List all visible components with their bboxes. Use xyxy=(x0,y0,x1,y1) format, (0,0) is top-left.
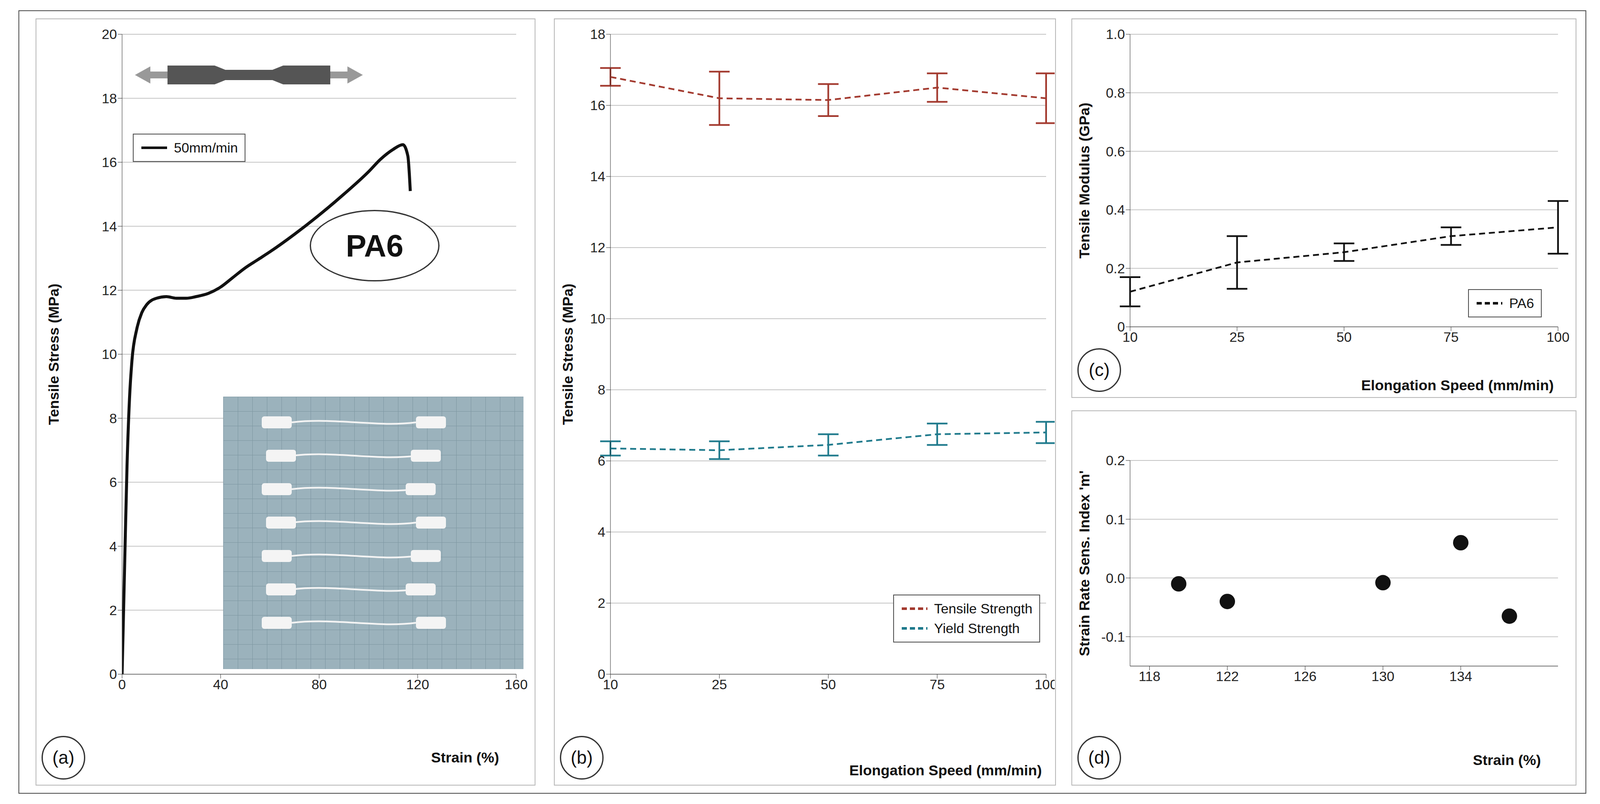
svg-text:12: 12 xyxy=(101,282,117,299)
svg-text:0.6: 0.6 xyxy=(1106,143,1125,160)
svg-text:12: 12 xyxy=(589,239,606,256)
svg-text:10: 10 xyxy=(101,346,117,362)
html-text:(c): (c) xyxy=(1088,359,1110,380)
svg-text:16: 16 xyxy=(589,97,606,114)
svg-text:1.0: 1.0 xyxy=(1106,26,1125,42)
svg-text:Tensile Stress (MPa): Tensile Stress (MPa) xyxy=(559,283,576,425)
svg-text:126: 126 xyxy=(1293,668,1317,685)
svg-text:-0.1: -0.1 xyxy=(1101,629,1125,645)
html-text:(b): (b) xyxy=(570,747,593,768)
svg-text:0: 0 xyxy=(109,666,117,682)
svg-text:75: 75 xyxy=(929,676,946,693)
svg-text:4: 4 xyxy=(597,524,606,540)
html-text:(a): (a) xyxy=(52,747,75,768)
svg-text:8: 8 xyxy=(109,410,117,427)
svg-text:20: 20 xyxy=(101,26,117,42)
svg-text:2: 2 xyxy=(597,595,606,611)
svg-text:10: 10 xyxy=(1122,329,1138,345)
svg-text:100: 100 xyxy=(1034,676,1055,693)
svg-text:Strain (%): Strain (%) xyxy=(1472,751,1541,769)
html-text:PA6: PA6 xyxy=(345,228,404,263)
svg-text:Elongation Speed (mm/min): Elongation Speed (mm/min) xyxy=(1360,376,1554,394)
svg-text:0.8: 0.8 xyxy=(1106,85,1125,101)
svg-text:25: 25 xyxy=(1229,329,1245,345)
svg-text:0.2: 0.2 xyxy=(1106,452,1125,469)
svg-text:50: 50 xyxy=(820,676,837,693)
svg-text:10: 10 xyxy=(589,311,606,327)
svg-text:Elongation Speed (mm/min): Elongation Speed (mm/min) xyxy=(849,762,1042,779)
svg-text:130: 130 xyxy=(1371,668,1395,685)
svg-text:25: 25 xyxy=(711,676,727,693)
html-text:(d): (d) xyxy=(1088,747,1111,768)
svg-text:0.1: 0.1 xyxy=(1106,511,1125,528)
html-text:PA6: PA6 xyxy=(1509,295,1535,312)
svg-text:0: 0 xyxy=(1117,319,1125,335)
svg-text:160: 160 xyxy=(504,676,528,693)
svg-text:50: 50 xyxy=(1336,329,1352,345)
svg-text:120: 120 xyxy=(406,676,429,693)
svg-text:10: 10 xyxy=(602,676,619,693)
svg-text:118: 118 xyxy=(1138,668,1161,685)
svg-text:18: 18 xyxy=(101,90,117,107)
svg-text:Tensile Stress (MPa): Tensile Stress (MPa) xyxy=(45,283,62,425)
svg-text:134: 134 xyxy=(1449,668,1472,685)
svg-text:0: 0 xyxy=(597,666,606,682)
svg-text:Strain (%): Strain (%) xyxy=(430,749,500,766)
svg-text:14: 14 xyxy=(101,218,117,235)
svg-text:16: 16 xyxy=(101,154,117,171)
svg-text:14: 14 xyxy=(589,168,606,185)
svg-text:4: 4 xyxy=(109,538,117,555)
svg-text:Strain Rate Sens. Index 'm': Strain Rate Sens. Index 'm' xyxy=(1076,470,1093,657)
svg-text:2: 2 xyxy=(109,602,117,619)
svg-text:6: 6 xyxy=(109,474,117,491)
svg-text:122: 122 xyxy=(1215,668,1239,685)
svg-text:18: 18 xyxy=(589,26,606,42)
svg-text:80: 80 xyxy=(311,676,327,693)
svg-text:6: 6 xyxy=(597,453,606,469)
svg-text:8: 8 xyxy=(597,382,606,398)
svg-text:100: 100 xyxy=(1546,329,1570,345)
svg-text:75: 75 xyxy=(1443,329,1459,345)
svg-text:40: 40 xyxy=(212,676,229,693)
svg-text:0.4: 0.4 xyxy=(1106,202,1125,218)
svg-text:0.0: 0.0 xyxy=(1106,570,1125,587)
html-text:Tensile Strength: Tensile Strength xyxy=(934,601,1033,617)
svg-text:0: 0 xyxy=(118,676,126,693)
html-text:Yield Strength: Yield Strength xyxy=(934,620,1020,637)
html-text:50mm/min: 50mm/min xyxy=(173,140,238,156)
svg-text:0.2: 0.2 xyxy=(1106,260,1125,277)
svg-text:Tensile Modulus (GPa): Tensile Modulus (GPa) xyxy=(1076,102,1093,259)
